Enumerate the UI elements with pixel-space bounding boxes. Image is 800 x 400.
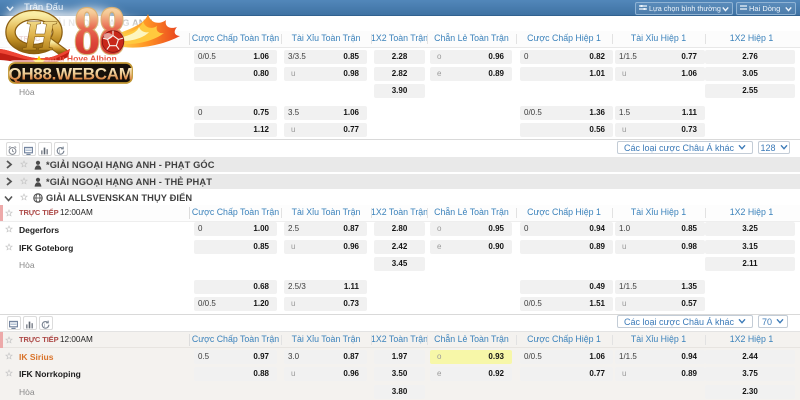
svg-text:H: H [22, 14, 57, 60]
svg-text:QH88.WEBCAM: QH88.WEBCAM [8, 65, 132, 84]
svg-text:i: i [59, 149, 60, 155]
svg-text:om u Hove Albion: om u Hove Albion [44, 54, 117, 64]
svg-text:i: i [44, 323, 45, 329]
